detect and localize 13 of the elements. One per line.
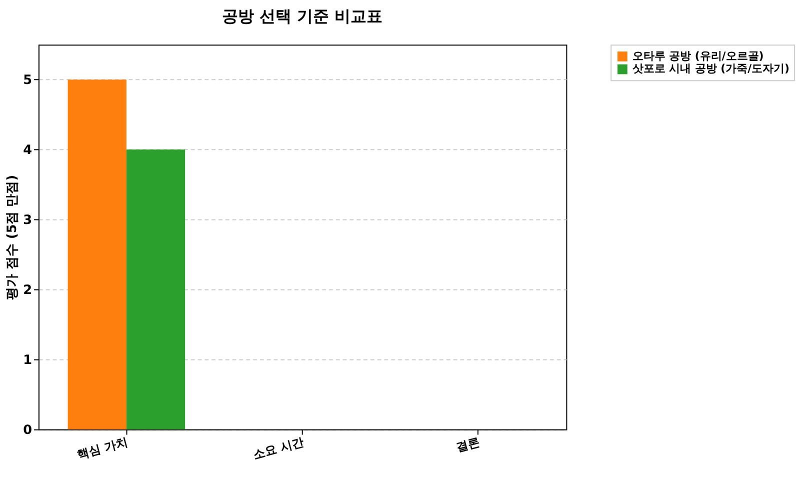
legend-label: 오타루 공방 (유리/오르골) [632,49,764,62]
x-tick-label: 핵심 가치 [76,434,130,462]
x-tick-label: 소요 시간 [251,434,306,462]
y-tick-label: 3 [23,212,32,228]
y-tick-label: 4 [23,142,32,158]
y-tick-label: 5 [23,73,32,88]
x-tick-label: 결론 [454,434,482,454]
legend-label: 삿포로 시내 공방 (가죽/도자기) [632,62,790,76]
y-tick-label: 1 [23,352,32,368]
y-tick-label: 0 [23,422,32,438]
chart-title: 공방 선택 기준 비교표 [222,6,383,26]
y-axis-title: 평가 점수 (5점 만점) [5,174,20,300]
y-tick-label: 2 [23,282,32,298]
